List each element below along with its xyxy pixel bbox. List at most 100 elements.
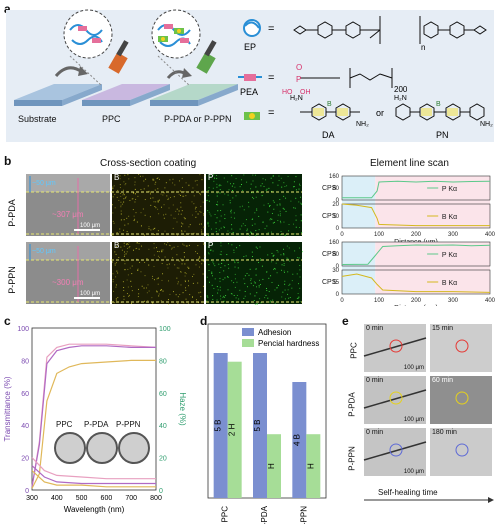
map-speckle (201, 179, 203, 181)
map-speckle (255, 274, 257, 276)
map-speckle (299, 301, 301, 303)
map-speckle (250, 188, 252, 190)
map-speckle (213, 174, 215, 176)
map-speckle (279, 199, 281, 201)
map-speckle (242, 223, 244, 225)
map-speckle (120, 213, 122, 215)
map-speckle (128, 247, 130, 249)
map-speckle (172, 227, 174, 229)
map-speckle (177, 245, 179, 247)
map-speckle (233, 260, 235, 262)
adhesion-hardness-chart: 5 B 2 H PPC 5 B H P-PDA 4 B H P-PPN Adhesion Penci… (207, 323, 327, 524)
map-speckle (184, 218, 186, 220)
map-speckle (173, 196, 175, 198)
map-speckle (195, 211, 197, 213)
map-speckle (212, 295, 214, 297)
map-speckle (157, 283, 159, 285)
line-scan-xtick: 200 (411, 232, 422, 238)
map-speckle (160, 206, 162, 208)
map-speckle (156, 290, 158, 292)
map-speckle (214, 213, 216, 215)
map-speckle (191, 201, 193, 203)
map-speckle (194, 208, 196, 210)
map-speckle (295, 219, 297, 221)
map-speckle (199, 260, 201, 262)
map-speckle (216, 217, 218, 219)
map-speckle (193, 195, 195, 197)
map-speckle (115, 299, 117, 301)
map-speckle (299, 196, 301, 198)
healing-image-pda-0: 0 min 100 μm (364, 376, 426, 424)
map-speckle (227, 181, 229, 183)
map-speckle (119, 178, 121, 180)
map-speckle (135, 248, 137, 250)
map-speckle (191, 296, 193, 298)
map-speckle (252, 174, 254, 176)
map-speckle (275, 262, 277, 264)
map-speckle (185, 273, 187, 275)
map-speckle (124, 184, 126, 186)
map-speckle (270, 218, 272, 220)
da-structure (300, 103, 360, 121)
map-speckle (208, 264, 210, 266)
map-speckle (216, 195, 218, 197)
map-speckle (148, 190, 150, 192)
map-speckle (122, 281, 124, 283)
map-speckle (219, 253, 221, 255)
map-speckle (221, 262, 223, 264)
map-speckle (138, 300, 140, 302)
line-scan-ytick: 10 (332, 214, 339, 220)
map-speckle (113, 222, 115, 224)
map-speckle (181, 222, 183, 224)
map-speckle (260, 192, 262, 194)
map-speckle (122, 203, 124, 205)
map-speckle (194, 180, 196, 182)
map-speckle (252, 180, 254, 182)
map-speckle (269, 301, 271, 303)
map-speckle (125, 197, 127, 199)
map-speckle (182, 260, 184, 262)
map-speckle (213, 177, 215, 179)
map-speckle (165, 244, 167, 246)
map-speckle (289, 283, 291, 285)
map-speckle (185, 245, 187, 247)
map-speckle (213, 263, 215, 265)
map-speckle (152, 277, 154, 279)
map-speckle (252, 218, 254, 220)
map-speckle (113, 185, 115, 187)
map-speckle (184, 263, 186, 265)
map-speckle (237, 267, 239, 269)
map-speckle (267, 203, 269, 205)
map-speckle (251, 192, 253, 194)
map-speckle (258, 215, 260, 217)
map-speckle (203, 226, 205, 228)
map-speckle (295, 176, 297, 178)
map-speckle (130, 285, 132, 287)
map-speckle (283, 270, 285, 272)
map-speckle (253, 198, 255, 200)
map-speckle (255, 268, 257, 270)
map-speckle (143, 234, 145, 236)
map-speckle (203, 255, 205, 257)
map-speckle (222, 204, 224, 206)
map-speckle (192, 187, 194, 189)
map-speckle (223, 226, 225, 228)
map-speckle (146, 292, 148, 294)
map-speckle (220, 245, 222, 247)
line-scan-xlabel: Distance (μm) (394, 305, 438, 306)
map-speckle (272, 222, 274, 224)
map-speckle (123, 287, 125, 289)
map-speckle (296, 273, 298, 275)
line-scan-ytick: 80 (332, 252, 339, 258)
map-speckle (188, 244, 190, 246)
map-speckle (196, 252, 198, 254)
map-speckle (231, 175, 233, 177)
map-speckle (180, 271, 182, 273)
map-speckle (220, 251, 222, 253)
map-speckle (161, 279, 163, 281)
map-speckle (249, 268, 251, 270)
map-speckle (294, 233, 296, 235)
map-speckle (270, 275, 272, 277)
map-speckle (149, 193, 151, 195)
map-speckle (228, 267, 230, 269)
